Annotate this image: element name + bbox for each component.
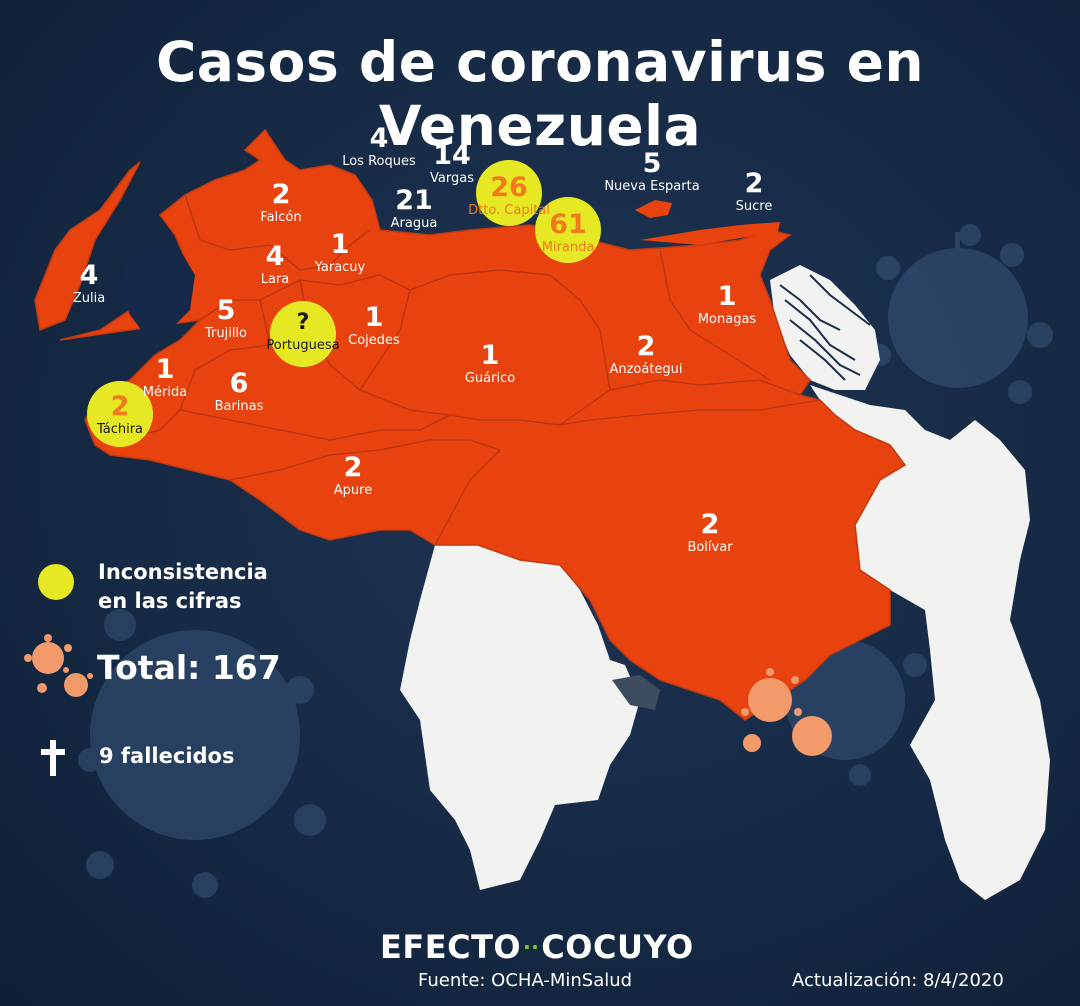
page-title: Casos de coronavirus en Venezuela bbox=[155, 30, 925, 158]
region-portuguesa: ? Portuguesa bbox=[228, 308, 378, 354]
lake-maracaibo-shape bbox=[120, 245, 195, 335]
region-cases: 2 bbox=[700, 509, 720, 540]
region-name: Bolívar bbox=[687, 540, 733, 555]
region-barinas: 6 Barinas bbox=[164, 369, 314, 415]
region-cases: 61 bbox=[549, 209, 587, 240]
region-name: Nueva Esparta bbox=[604, 179, 700, 194]
guyana-region-shape bbox=[810, 385, 1050, 900]
region-name: Sucre bbox=[735, 199, 773, 214]
region-name: Vargas bbox=[430, 171, 474, 186]
source-text: Fuente: OCHA-MinSalud bbox=[418, 970, 633, 991]
colombia-region-shape bbox=[400, 545, 640, 890]
region-cases: 2 bbox=[343, 452, 363, 483]
region-name: Mérida bbox=[142, 385, 188, 400]
region-tachira: 2 Táchira bbox=[45, 392, 195, 438]
brand-dots: ·· bbox=[523, 935, 540, 959]
region-name: Dtto. Capital bbox=[468, 203, 550, 218]
region-cases: 1 bbox=[480, 340, 500, 371]
lake-guri-shape bbox=[612, 675, 660, 710]
legend-total: Total: 167 bbox=[97, 648, 281, 687]
updated-text: Actualización: 8/4/2020 bbox=[792, 970, 1004, 991]
region-bolivar: 2 Bolívar bbox=[635, 510, 785, 556]
highlight-circle-miranda bbox=[535, 197, 601, 263]
region-aragua: 21 Aragua bbox=[339, 186, 489, 232]
legend-deaths: 9 fallecidos bbox=[99, 744, 235, 768]
highlight-circle-tachira bbox=[87, 381, 153, 447]
region-cases: 21 bbox=[395, 185, 433, 216]
region-guarico: 1 Guárico bbox=[415, 341, 565, 387]
region-anzoategui: 2 Anzoátegui bbox=[571, 332, 721, 378]
region-yaracuy: 1 Yaracuy bbox=[265, 230, 415, 276]
brand-right: COCUYO bbox=[541, 928, 694, 966]
region-name: Falcón bbox=[260, 210, 302, 225]
states-shape bbox=[34, 128, 907, 721]
region-zulia: 4 Zulia bbox=[14, 261, 164, 307]
region-cases: 2 bbox=[636, 331, 656, 362]
region-cases: 26 bbox=[490, 172, 528, 203]
delta-channels bbox=[779, 274, 871, 381]
region-cases: 5 bbox=[216, 295, 236, 326]
region-cases: 6 bbox=[229, 368, 249, 399]
region-miranda: 61 Miranda bbox=[493, 210, 643, 256]
region-name: Portuguesa bbox=[266, 338, 340, 353]
highlight-circle-portuguesa bbox=[270, 301, 336, 367]
region-cojedes: 1 Cojedes bbox=[299, 303, 449, 349]
region-name: Los Roques bbox=[342, 154, 416, 169]
region-name: Yaracuy bbox=[314, 260, 366, 275]
region-name: Barinas bbox=[214, 399, 264, 414]
region-name: Trujillo bbox=[204, 326, 247, 341]
virus-bg-icon-left bbox=[78, 609, 326, 898]
region-sucre: 2 Sucre bbox=[679, 169, 829, 215]
region-cases: 1 bbox=[364, 302, 384, 333]
virus-orange-icon-map bbox=[741, 668, 832, 756]
region-name: Monagas bbox=[697, 312, 757, 327]
sucre-coast-shape bbox=[640, 222, 780, 245]
region-cases: 1 bbox=[717, 281, 737, 312]
legend-inconsistency-line1: Inconsistencia bbox=[98, 560, 268, 584]
nueva-esparta-shape bbox=[635, 200, 672, 218]
region-cases: 14 bbox=[433, 140, 471, 171]
region-apure: 2 Apure bbox=[278, 453, 428, 499]
region-cases: 4 bbox=[79, 260, 99, 291]
legend-inconsistency: Inconsistencia en las cifras bbox=[98, 558, 268, 616]
region-merida: 1 Mérida bbox=[90, 355, 240, 401]
region-lara: 4 Lara bbox=[200, 242, 350, 288]
region-nueva-esparta: 5 Nueva Esparta bbox=[577, 149, 727, 195]
region-name: Zulia bbox=[72, 291, 106, 306]
region-trujillo: 5 Trujillo bbox=[151, 296, 301, 342]
region-cases: 2 bbox=[744, 168, 764, 199]
region-monagas: 1 Monagas bbox=[652, 282, 802, 328]
region-cases: 1 bbox=[155, 354, 175, 385]
state-borders bbox=[119, 194, 821, 546]
region-cases: 2 bbox=[110, 391, 130, 422]
legend-inconsistency-line2: en las cifras bbox=[98, 589, 242, 613]
region-falcon: 2 Falcón bbox=[206, 180, 356, 226]
region-cases: 2 bbox=[271, 179, 291, 210]
region-name: Guárico bbox=[464, 371, 516, 386]
region-cases: 4 bbox=[369, 123, 389, 154]
region-name: Apure bbox=[333, 483, 373, 498]
highlight-circle-capital bbox=[476, 160, 542, 226]
brand-left: EFECTO bbox=[380, 928, 522, 966]
region-name: Aragua bbox=[390, 216, 438, 231]
region-name: Miranda bbox=[541, 240, 595, 255]
region-name: Anzoátegui bbox=[609, 362, 683, 377]
virus-bg-icon-right bbox=[869, 224, 1053, 404]
region-cases: ? bbox=[296, 310, 310, 335]
region-name: Táchira bbox=[96, 422, 144, 437]
region-dtto-capital: 26 Dtto. Capital bbox=[434, 173, 584, 219]
region-cases: 5 bbox=[642, 148, 662, 179]
region-los-roques: 4 Los Roques bbox=[304, 124, 454, 170]
region-vargas: 14 Vargas bbox=[377, 141, 527, 187]
region-name: Lara bbox=[260, 272, 290, 287]
brand-logo: EFECTO ··COCUYO bbox=[380, 928, 694, 966]
region-cases: 1 bbox=[330, 229, 350, 260]
region-name: Cojedes bbox=[348, 333, 400, 348]
region-cases: 4 bbox=[265, 241, 285, 272]
